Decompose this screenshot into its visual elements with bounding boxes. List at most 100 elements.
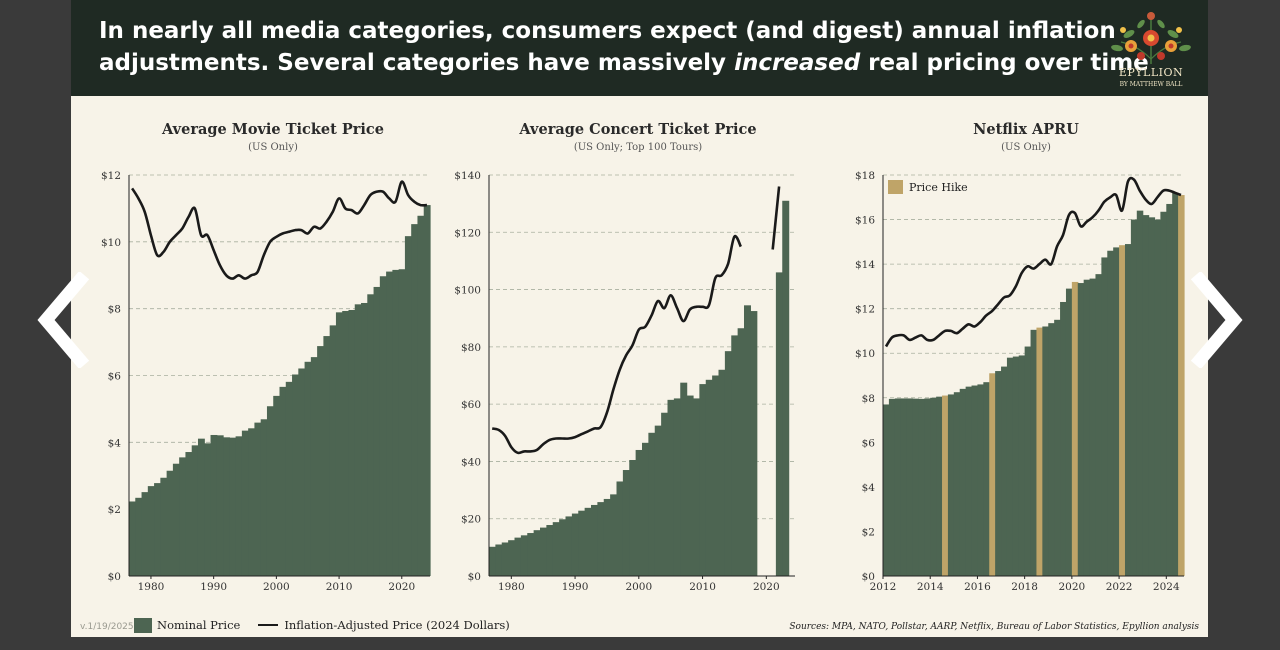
bar [971, 385, 979, 576]
bar [310, 357, 318, 576]
y-tick-label: $12 [101, 170, 121, 182]
chart-title: Average Movie Ticket Price [161, 121, 384, 138]
bar [597, 502, 605, 576]
bar [335, 312, 343, 576]
chevron-left-icon[interactable] [36, 272, 96, 368]
bar [273, 395, 281, 576]
bar [404, 236, 412, 576]
legend-bars-label: Nominal Price [157, 618, 241, 632]
bar [782, 200, 790, 576]
x-tick-label: 2000 [625, 581, 652, 593]
bar [1142, 215, 1150, 576]
price-hike-bar [1036, 327, 1043, 576]
bar [686, 395, 694, 576]
bar [635, 449, 643, 576]
bar [129, 501, 136, 576]
x-tick-label: 1990 [562, 581, 589, 593]
bar [527, 533, 535, 576]
bar [373, 286, 381, 576]
x-tick-label: 2010 [326, 581, 353, 593]
y-tick-label: $18 [855, 170, 875, 182]
page-title-line2: adjustments. Several categories have mas… [99, 50, 1149, 76]
bar [661, 412, 669, 576]
bar [1107, 250, 1114, 576]
y-tick-label: $80 [461, 342, 481, 354]
bar [1113, 247, 1120, 576]
inflation-adjusted-line [131, 180, 427, 280]
bar [540, 527, 547, 576]
bar [584, 507, 592, 576]
y-tick-label: $140 [454, 170, 481, 182]
bar [936, 396, 943, 576]
bar [705, 379, 713, 576]
bar [317, 346, 324, 576]
bar [386, 271, 393, 576]
bar [495, 544, 503, 576]
y-tick-label: $4 [862, 482, 876, 494]
bar [361, 302, 368, 576]
bar [775, 272, 783, 576]
legend-line-label: Inflation-Adjusted Price (2024 Dollars) [284, 618, 510, 632]
x-tick-label: 2020 [388, 581, 415, 593]
y-tick-label: $100 [454, 285, 481, 297]
y-tick-label: $6 [108, 371, 122, 383]
bar [323, 336, 331, 576]
bar [1030, 329, 1038, 576]
bar [501, 542, 509, 576]
bar [616, 481, 624, 576]
x-tick-label: 1980 [498, 581, 525, 593]
bar [1006, 357, 1014, 576]
chart-title: Average Concert Ticket Price [518, 121, 756, 138]
logo-wordmark: EPYLLION [1118, 66, 1184, 79]
y-tick-label: $10 [101, 237, 121, 249]
bar [147, 486, 155, 576]
floral-bouquet-icon [1111, 12, 1191, 64]
bar [959, 388, 967, 576]
bar [520, 535, 528, 576]
chevron-right-icon[interactable] [1184, 272, 1244, 368]
bar [1089, 278, 1097, 576]
bar [172, 463, 180, 576]
bar [533, 530, 541, 576]
bar [965, 386, 973, 576]
inflation-adjusted-line [491, 234, 742, 455]
x-tick-label: 2020 [1058, 581, 1085, 593]
bar [603, 498, 611, 576]
bar [298, 368, 306, 576]
title-text-post: real pricing over time [860, 50, 1149, 76]
y-tick-label: $60 [461, 399, 481, 411]
bar [883, 404, 890, 576]
bar [254, 422, 262, 576]
bar [210, 434, 218, 576]
bar [1124, 244, 1132, 577]
bar [379, 276, 387, 576]
price-hike-bar [989, 373, 996, 576]
legend-line-swatch [258, 624, 279, 626]
bar [1101, 257, 1108, 576]
bar [918, 398, 925, 576]
bar [160, 477, 168, 576]
page-title-line1: In nearly all media categories, consumer… [99, 18, 1116, 44]
bar [191, 445, 199, 576]
bar [900, 398, 908, 576]
price-hike-bar [1119, 245, 1126, 577]
bar [216, 435, 224, 576]
bar [1148, 217, 1156, 577]
bar [235, 436, 243, 576]
chart-3: Netflix APRU (US Only) $0 $2 $4 $6 $8 $10 $12 $14… [855, 121, 1185, 593]
bar [204, 443, 212, 576]
bar [680, 382, 688, 576]
header-banner: In nearly all media categories, consumer… [71, 0, 1208, 96]
bar [642, 442, 649, 576]
bar [229, 437, 237, 576]
bar [718, 369, 726, 576]
bar [1095, 274, 1102, 576]
bar [1018, 355, 1026, 576]
bar [423, 205, 431, 576]
bar [179, 457, 187, 576]
bar [329, 325, 337, 576]
bar [1054, 319, 1061, 576]
bar [1166, 203, 1173, 576]
y-tick-label: $14 [855, 259, 875, 271]
bar [622, 470, 630, 576]
